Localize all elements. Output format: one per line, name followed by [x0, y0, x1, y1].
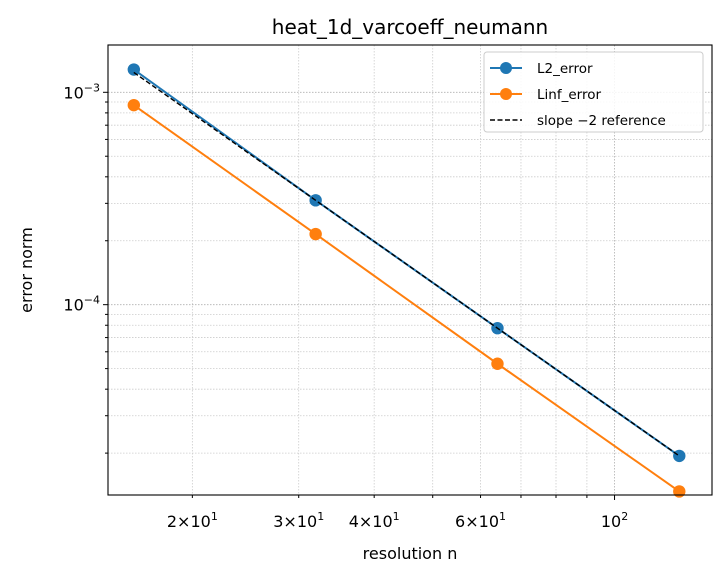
x-tick-label: 4×101 [349, 510, 400, 531]
x-tick-label: 2×101 [167, 510, 218, 531]
series-line-slope −2 reference [133, 71, 680, 457]
data-point-Linf_error [309, 227, 322, 241]
legend-label: L2_error [537, 61, 593, 77]
axes-frame [107, 44, 713, 496]
x-axis-label: resolution n [363, 544, 458, 563]
ticks: 2×101 3×101 4×101 6×101 102 10−3 10−4 [63, 81, 628, 531]
y-tick-label: 10−4 [63, 294, 100, 315]
legend-marker [500, 62, 512, 74]
data-point-Linf_error [127, 98, 141, 112]
legend-marker [500, 88, 512, 100]
chart-title: heat_1d_varcoeff_neumann [272, 15, 548, 39]
data-point-Linf_error [491, 357, 504, 370]
x-tick-label: 3×101 [273, 510, 324, 531]
data-point-L2_error [673, 449, 686, 463]
y-axis-label: error norm [17, 227, 36, 313]
plot-area [127, 63, 686, 498]
x-tick-label: 6×101 [455, 510, 506, 531]
legend-label: Linf_error [537, 87, 601, 103]
legend-box [483, 51, 704, 133]
series-line-Linf_error [133, 104, 680, 493]
legend-label: slope −2 reference [537, 113, 666, 129]
data-point-Linf_error [673, 485, 686, 498]
y-tick-label: 10−3 [63, 81, 100, 102]
x-tick-label: 102 [601, 510, 628, 531]
data-point-L2_error [127, 63, 141, 76]
